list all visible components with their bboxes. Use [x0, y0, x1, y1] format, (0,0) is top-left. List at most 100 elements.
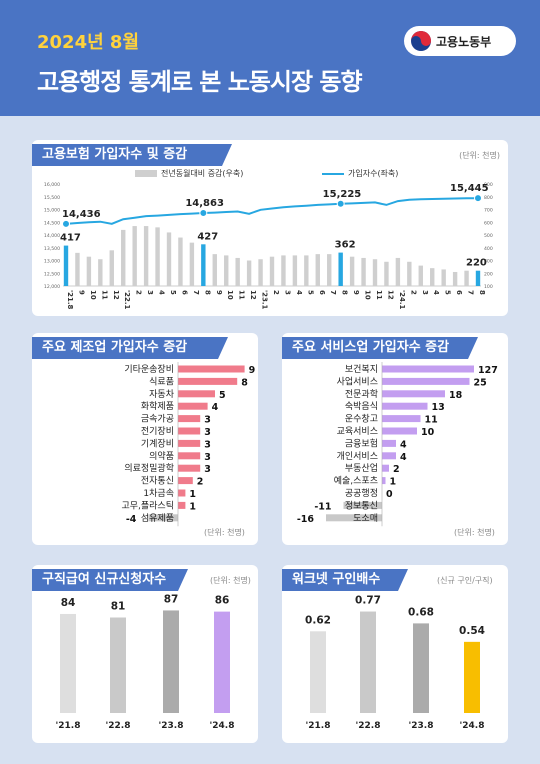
- legend-line-label: 가입자수(좌축): [348, 169, 399, 178]
- x-tick-label: 3: [421, 290, 429, 295]
- right-axis-tick: 700: [484, 208, 493, 214]
- bar: [430, 268, 435, 286]
- panel-services: 주요 서비스업 가입자수 증감 (단위: 천명) 보건복지 127 사업서비스 25 전…: [282, 333, 508, 545]
- bar: [189, 242, 195, 286]
- bar: [163, 610, 179, 713]
- category-label: 예술,스포츠: [334, 476, 378, 487]
- panel-title: 주요 서비스업 가입자수 증감: [282, 337, 478, 359]
- data-label: 3: [204, 415, 211, 426]
- right-axis-tick: 900: [484, 182, 493, 188]
- category-label: 금융보험: [345, 438, 378, 449]
- bar: [235, 257, 240, 286]
- insured-chart: 16,000 15,500 15,000 14,500 14,000 13,500 13,0…: [44, 182, 493, 310]
- category-label: 자동차: [149, 388, 175, 400]
- panel-worknet-ratio: 워크넷 구인배수 (신규 구인/구직) 0.62'21.8 0.77'22.8 0.…: [282, 565, 508, 743]
- data-label: 0: [386, 489, 393, 500]
- category-label: 고무,플라스틱: [121, 499, 174, 511]
- bar: [382, 415, 421, 423]
- x-tick-label: 7: [192, 290, 200, 295]
- left-axis-tick: 14,000: [44, 233, 60, 239]
- bar: [292, 255, 298, 286]
- category-label: 기타운송장비: [124, 364, 174, 375]
- bar: [214, 611, 230, 713]
- data-label: 9: [249, 365, 256, 376]
- bar: [178, 427, 201, 435]
- x-tick-label: 10: [226, 290, 234, 300]
- data-label: 0.62: [305, 614, 331, 626]
- bar: [382, 439, 396, 447]
- line-point: [199, 208, 208, 217]
- category-label: 공공행정: [345, 487, 378, 499]
- bar: [155, 227, 160, 286]
- page-title: 고용행정 통계로 본 노동시장 동향: [37, 68, 363, 96]
- header-banner: 2024년 8월 고용행정 통계로 본 노동시장 동향 고용노동부: [0, 0, 540, 116]
- data-label: 0.68: [408, 606, 434, 618]
- data-label: 4: [400, 439, 407, 450]
- bar: [382, 390, 445, 398]
- data-label: 2: [197, 477, 204, 488]
- left-axis-tick: 12,500: [44, 271, 60, 277]
- bar: [178, 464, 201, 472]
- bar: [246, 260, 252, 286]
- bar: [327, 254, 332, 286]
- data-label: 2: [393, 464, 400, 475]
- bar-data-label: 220: [466, 258, 487, 269]
- x-tick-label: 3: [283, 290, 291, 295]
- bar: [178, 415, 201, 423]
- x-tick-label: 2: [272, 290, 280, 295]
- panel-job-seeker-claims: 구직급여 신규신청자수 (단위: 천명) 84 '21.8 81 '22.8 87 '23…: [32, 565, 258, 743]
- line-data-label: 14,863: [185, 198, 224, 209]
- bar: [269, 256, 275, 286]
- bar: [304, 255, 309, 286]
- x-tick-label: '21.8: [306, 721, 331, 731]
- data-label: 0.54: [459, 625, 485, 637]
- x-tick-label: 12: [112, 290, 120, 300]
- line-series: [65, 197, 479, 225]
- bar: [343, 501, 382, 509]
- left-axis-tick: 13,500: [44, 246, 60, 252]
- right-axis-tick: 100: [484, 284, 493, 290]
- bar: [418, 265, 423, 286]
- bar: [178, 477, 193, 485]
- category-label: 숙박음식: [345, 401, 378, 412]
- line-data-label: 15,225: [323, 189, 362, 200]
- bar: [86, 256, 92, 286]
- x-tick-label: 8: [203, 290, 211, 295]
- legend-line: 가입자수(좌축): [322, 168, 398, 179]
- bar: [382, 377, 470, 385]
- bar: [178, 489, 186, 497]
- bar: [224, 255, 229, 286]
- bar: [281, 255, 286, 286]
- bar: [75, 252, 80, 286]
- x-tick-label: 5: [169, 290, 177, 295]
- bar: [109, 250, 114, 286]
- line-point: [336, 199, 345, 208]
- category-label: 기계장비: [141, 437, 174, 449]
- x-tick-label: '24.8: [460, 721, 485, 731]
- left-axis-tick: 16,000: [44, 182, 60, 188]
- bar: [212, 254, 217, 286]
- bar: [148, 514, 178, 522]
- x-tick-label: 6: [455, 290, 463, 295]
- category-label: 금속가공: [141, 414, 174, 425]
- bar: [382, 452, 396, 460]
- bar: [166, 232, 172, 286]
- category-label: 전기장비: [141, 426, 174, 437]
- bar: [178, 390, 215, 398]
- x-tick-label: 6: [180, 290, 188, 295]
- x-tick-label: 5: [306, 290, 314, 295]
- manufacturing-chart: 기타운송장비 9 식료품 8 자동차 5 화학제품 4 금속가공 3 전기장비 3 기계장비 3 의약품 3 의…: [121, 362, 256, 527]
- ministry-logo: 고용노동부: [404, 26, 516, 56]
- taegeuk-icon: [411, 31, 431, 51]
- x-tick-label: '21.8: [66, 290, 74, 310]
- data-label: 3: [204, 439, 211, 450]
- x-tick-label: 9: [352, 290, 360, 295]
- report-date: 2024년 8월: [37, 32, 140, 53]
- bar: [441, 269, 446, 286]
- left-axis-tick: 12,000: [44, 284, 60, 290]
- bar: [326, 514, 382, 522]
- worknet-chart: 0.62 '21.8 0.77 '22.8 0.68 '23.8 0.54 '24.8: [305, 595, 485, 731]
- data-label: 127: [478, 365, 498, 376]
- right-axis-tick: 500: [484, 233, 493, 239]
- bar: [132, 226, 137, 286]
